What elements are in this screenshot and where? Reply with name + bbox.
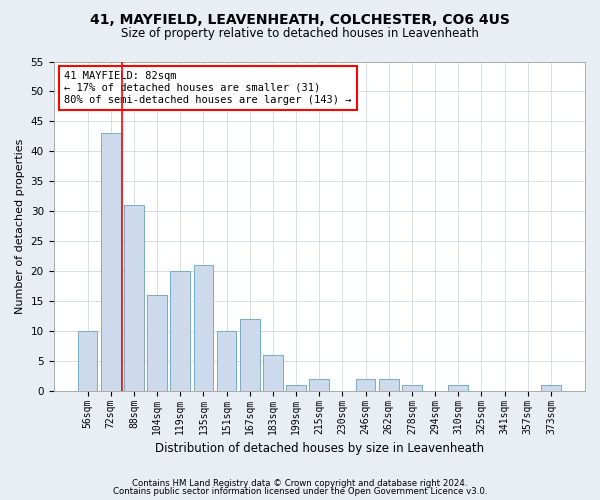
Bar: [310, 379, 329, 391]
Bar: [147, 295, 167, 391]
Text: Contains public sector information licensed under the Open Government Licence v3: Contains public sector information licen…: [113, 487, 487, 496]
Bar: [77, 331, 97, 391]
Y-axis label: Number of detached properties: Number of detached properties: [15, 138, 25, 314]
Bar: [356, 379, 376, 391]
Bar: [217, 331, 236, 391]
Bar: [402, 385, 422, 391]
Bar: [124, 205, 144, 391]
X-axis label: Distribution of detached houses by size in Leavenheath: Distribution of detached houses by size …: [155, 442, 484, 455]
Bar: [194, 265, 213, 391]
Text: 41, MAYFIELD, LEAVENHEATH, COLCHESTER, CO6 4US: 41, MAYFIELD, LEAVENHEATH, COLCHESTER, C…: [90, 12, 510, 26]
Bar: [170, 271, 190, 391]
Bar: [101, 134, 121, 391]
Text: Contains HM Land Registry data © Crown copyright and database right 2024.: Contains HM Land Registry data © Crown c…: [132, 478, 468, 488]
Bar: [263, 355, 283, 391]
Bar: [541, 385, 561, 391]
Bar: [448, 385, 468, 391]
Bar: [286, 385, 306, 391]
Text: 41 MAYFIELD: 82sqm
← 17% of detached houses are smaller (31)
80% of semi-detache: 41 MAYFIELD: 82sqm ← 17% of detached hou…: [64, 72, 352, 104]
Bar: [240, 319, 260, 391]
Bar: [379, 379, 398, 391]
Text: Size of property relative to detached houses in Leavenheath: Size of property relative to detached ho…: [121, 28, 479, 40]
